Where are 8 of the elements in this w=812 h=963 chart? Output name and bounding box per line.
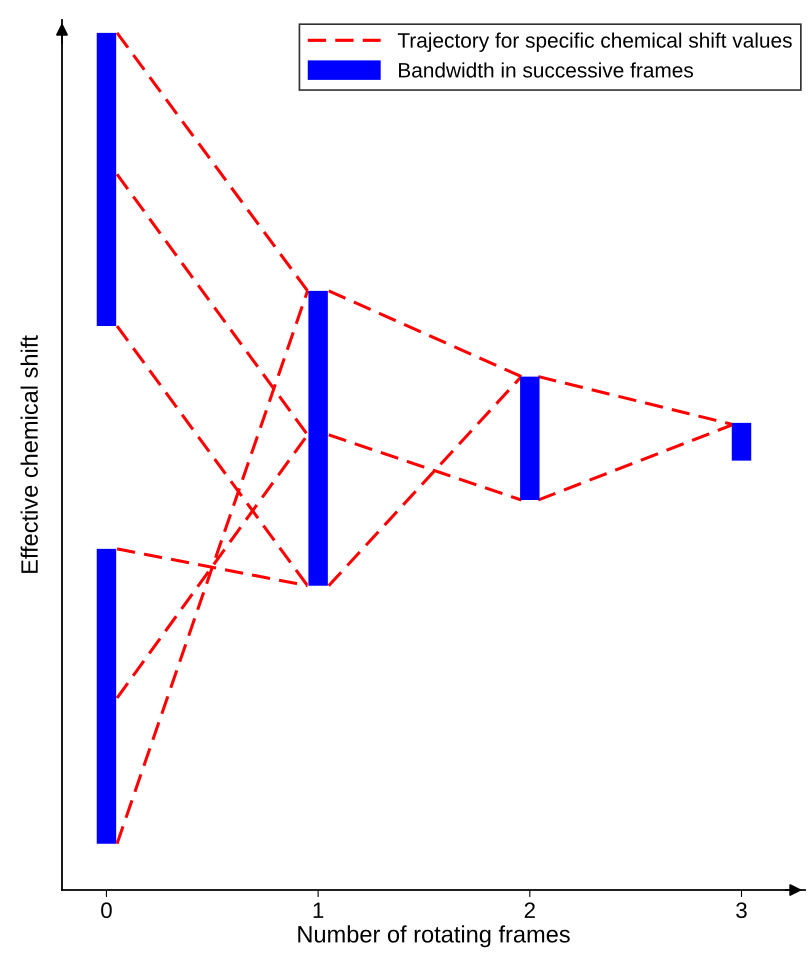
legend-label: Bandwidth in successive frames [399, 62, 694, 78]
x-tick-label: 2 [524, 902, 535, 918]
x-tick-label: 3 [736, 902, 747, 918]
x-tick-label: 1 [314, 902, 324, 918]
x-tick-label: 0 [101, 902, 112, 918]
y-axis-title: Effective chemical shift [20, 335, 38, 573]
legend-label: Trajectory for specific chemical shift values [398, 32, 792, 52]
x-axis-title: Number of rotating frames [298, 925, 570, 948]
